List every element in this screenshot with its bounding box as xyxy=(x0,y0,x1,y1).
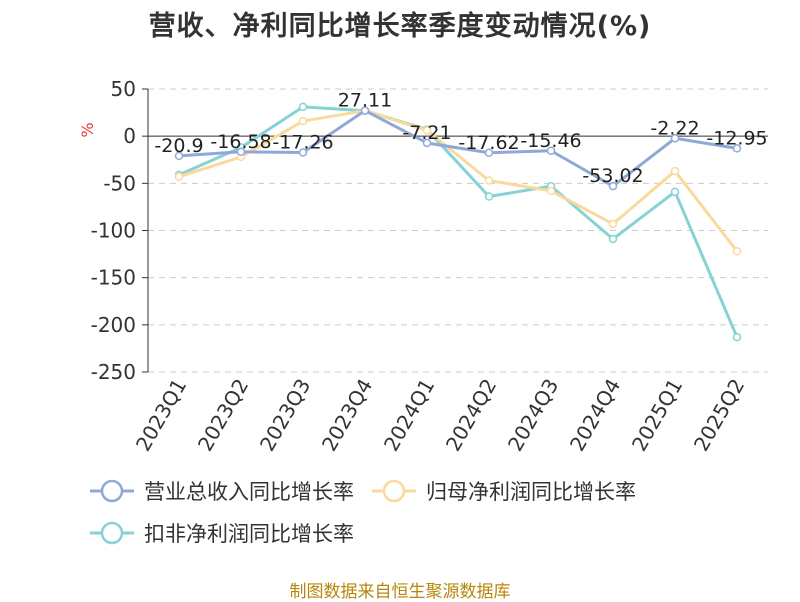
data-point[interactable] xyxy=(608,219,618,229)
data-point[interactable] xyxy=(422,126,432,135)
legend-swatch-marker xyxy=(100,521,124,545)
y-tick-label: 50 xyxy=(111,77,136,101)
series-lines xyxy=(174,102,742,342)
legend: 营业总收入同比增长率 归母净利润同比增长率扣非净利润同比增长率 xyxy=(88,476,768,560)
legend-swatch-icon xyxy=(90,521,134,545)
data-point[interactable] xyxy=(484,148,494,158)
data-point[interactable] xyxy=(608,181,618,191)
data-label: -2.22 xyxy=(650,117,699,139)
data-label: -20.9 xyxy=(154,135,203,157)
data-point[interactable] xyxy=(422,138,432,148)
x-tick-label: 2023Q1 xyxy=(131,375,191,456)
data-point[interactable] xyxy=(484,176,494,185)
data-point[interactable] xyxy=(732,247,742,256)
y-tick-label: -50 xyxy=(103,171,136,195)
x-tick-label: 2025Q2 xyxy=(689,375,749,456)
legend-label: 营业总收入同比增长率 xyxy=(144,480,354,504)
y-axis-unit-label: % xyxy=(78,122,97,137)
y-tick-label: 0 xyxy=(123,124,136,148)
data-label: -16.58 xyxy=(210,131,271,153)
legend-label: 扣非净利润同比增长率 xyxy=(144,522,354,546)
x-tick-label: 2023Q2 xyxy=(193,375,253,456)
data-point[interactable] xyxy=(608,234,618,244)
grid-lines xyxy=(148,88,768,373)
data-point[interactable] xyxy=(670,166,680,176)
data-point[interactable] xyxy=(484,192,494,201)
data-label: -53.02 xyxy=(582,165,643,187)
data-point[interactable] xyxy=(546,146,556,156)
data-source-note: 制图数据来自恒生聚源数据库 xyxy=(289,582,511,602)
y-tick-label: -150 xyxy=(91,266,136,290)
y-tick-label: -100 xyxy=(91,219,136,243)
legend-swatch-icon xyxy=(372,479,416,503)
data-point[interactable] xyxy=(236,147,246,157)
x-tick-label: 2024Q3 xyxy=(503,375,563,456)
x-tick-label: 2024Q2 xyxy=(441,375,501,456)
legend-swatch-marker xyxy=(382,479,406,503)
data-label: 27.11 xyxy=(338,90,392,112)
data-point[interactable] xyxy=(298,148,308,157)
data-label: -17.26 xyxy=(272,131,333,153)
y-tick-label: -200 xyxy=(91,313,136,337)
data-label: -12.95 xyxy=(706,127,767,149)
x-tick-label: 2024Q1 xyxy=(379,375,439,456)
data-point[interactable] xyxy=(360,106,370,115)
data-point[interactable] xyxy=(174,172,184,181)
chart-title: 营收、净利同比增长率季度变动情况(%) xyxy=(148,11,652,42)
legend-swatch-icon xyxy=(90,479,134,503)
series-line-2 xyxy=(178,109,739,253)
x-tick-label: 2023Q3 xyxy=(255,375,315,456)
legend-item-3[interactable]: 扣非净利润同比增长率 xyxy=(88,518,354,548)
y-tick-label: -250 xyxy=(91,360,136,384)
data-point[interactable] xyxy=(732,332,742,342)
data-point[interactable] xyxy=(298,116,308,126)
series-line-1 xyxy=(178,109,738,188)
data-label: -15.46 xyxy=(520,130,581,152)
x-tick-label: 2024Q4 xyxy=(565,375,625,456)
series-line-3 xyxy=(178,105,739,338)
legend-label: 归母净利润同比增长率 xyxy=(426,480,636,504)
data-point[interactable] xyxy=(174,151,184,161)
data-label: -17.62 xyxy=(458,132,519,154)
data-point[interactable] xyxy=(546,186,556,196)
legend-swatch-marker xyxy=(100,479,124,503)
data-point[interactable] xyxy=(670,187,680,197)
data-point[interactable] xyxy=(670,134,680,143)
data-point[interactable] xyxy=(298,102,308,112)
data-label: -7.21 xyxy=(402,122,451,144)
x-tick-label: 2023Q4 xyxy=(317,375,377,456)
legend-item-1[interactable]: 营业总收入同比增长率 xyxy=(88,476,354,506)
data-point[interactable] xyxy=(732,144,742,153)
legend-item-2[interactable]: 归母净利润同比增长率 xyxy=(370,476,636,506)
x-tick-label: 2025Q1 xyxy=(627,375,687,456)
